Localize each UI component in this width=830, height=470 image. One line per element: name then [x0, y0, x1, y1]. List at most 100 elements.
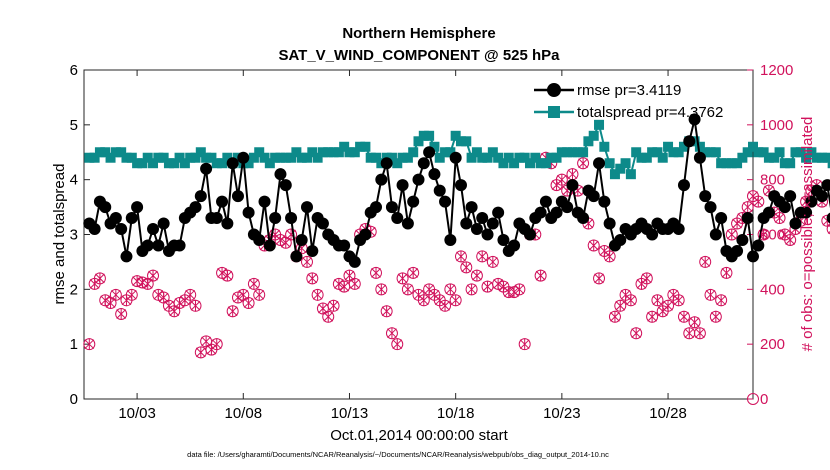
totalspread-point — [530, 152, 541, 163]
totalspread-point — [609, 169, 620, 180]
rmse-point — [147, 223, 160, 236]
legend-rmse-label: rmse pr=3.4119 — [577, 82, 681, 99]
rmse-point — [481, 228, 494, 241]
obs-assimilated-point — [227, 305, 238, 318]
totalspread-point — [769, 152, 780, 163]
rmse-point — [242, 206, 255, 219]
totalspread-point — [647, 147, 658, 158]
rmse-point — [587, 190, 600, 203]
y-tick-label: 2 — [70, 281, 78, 298]
obs-assimilated-point — [466, 283, 477, 296]
totalspread-point — [540, 158, 551, 169]
totalspread-point — [201, 152, 212, 163]
totalspread-point — [498, 158, 509, 169]
rmse-point — [359, 228, 372, 241]
totalspread-point — [795, 147, 806, 158]
rmse-point — [173, 239, 186, 252]
totalspread-point — [509, 158, 520, 169]
rmse-point — [263, 239, 276, 252]
y-tick-label: 4 — [70, 172, 78, 189]
obs-assimilated-point — [397, 272, 408, 285]
rmse-point — [539, 195, 552, 208]
y-axis-label: rmse and totalspread — [51, 164, 68, 305]
totalspread-point — [148, 158, 159, 169]
rmse-point — [699, 190, 712, 203]
totalspread-point — [89, 152, 100, 163]
totalspread-point — [217, 158, 228, 169]
totalspread-point — [663, 141, 674, 152]
y-tick-label: 0 — [70, 391, 78, 408]
rmse-point — [577, 212, 590, 225]
obs-assimilated-point — [594, 272, 604, 285]
obs-assimilated-point — [679, 310, 689, 323]
rmse-point — [237, 151, 250, 164]
totalspread-point — [466, 152, 477, 163]
totalspread-point — [190, 152, 201, 163]
totalspread-point — [482, 152, 493, 163]
obs-assimilated-point — [185, 288, 196, 301]
obs-assimilated-point — [371, 267, 381, 279]
obs-assimilated-point — [116, 308, 127, 320]
obs-assimilated-point — [557, 173, 567, 186]
totalspread-point — [339, 141, 350, 152]
obs-possible-point — [747, 393, 759, 405]
obs-assimilated-point — [578, 157, 588, 170]
rmse-point — [534, 206, 547, 219]
rmse-point — [370, 201, 383, 214]
obs-assimilated-point — [344, 269, 355, 282]
obs-assimilated-point — [493, 278, 503, 290]
obs-assimilated-point — [302, 256, 312, 268]
totalspread-point — [179, 158, 190, 169]
totalspread-point — [477, 152, 488, 163]
totalspread-point — [153, 152, 164, 163]
obs-assimilated-point — [705, 288, 716, 301]
totalspread-point — [259, 152, 270, 163]
obs-assimilated-point — [95, 272, 105, 285]
totalspread-point — [371, 152, 382, 163]
rmse-point — [295, 233, 308, 246]
obs-assimilated-point — [535, 269, 546, 282]
rmse-point — [152, 239, 165, 252]
rmse-point — [417, 157, 430, 170]
totalspread-point — [700, 147, 711, 158]
rmse-point — [109, 212, 122, 225]
obs-assimilated-point — [100, 294, 111, 307]
totalspread-point — [424, 130, 435, 141]
obs-assimilated-point — [312, 288, 323, 301]
y-tick-label: 6 — [70, 62, 78, 79]
rmse-point — [524, 228, 536, 241]
obs-assimilated-point — [673, 294, 684, 307]
rmse-point — [115, 223, 128, 236]
rmse-point — [677, 179, 690, 192]
obs-assimilated-point — [381, 305, 392, 318]
x-tick-label: 10/28 — [649, 405, 687, 422]
rmse-point — [285, 212, 298, 225]
totalspread-point — [116, 147, 127, 158]
totalspread-point — [94, 147, 105, 158]
obs-assimilated-point — [243, 297, 254, 309]
rmse-point — [561, 201, 574, 214]
totalspread-point — [312, 152, 323, 163]
totalspread-point — [493, 152, 504, 163]
rmse-point — [131, 201, 144, 214]
rmse-point — [704, 201, 717, 214]
totalspread-point — [195, 147, 206, 158]
totalspread-point — [657, 152, 668, 163]
totalspread-point — [280, 152, 291, 163]
totalspread-point — [163, 158, 174, 169]
rmse-point — [747, 250, 759, 263]
rmse-point — [301, 201, 313, 214]
totalspread-point — [599, 141, 610, 152]
obs-assimilated-point — [615, 299, 626, 312]
totalspread-point — [386, 152, 397, 163]
totalspread-point — [360, 141, 371, 152]
y-right-tick-label: 0 — [760, 391, 768, 408]
totalspread-point — [434, 152, 445, 163]
totalspread-point — [355, 141, 366, 152]
rmse-point — [200, 162, 213, 175]
totalspread-point — [737, 152, 748, 163]
rmse-point — [646, 228, 659, 241]
totalspread-point — [110, 147, 121, 158]
totalspread-point — [275, 152, 286, 163]
